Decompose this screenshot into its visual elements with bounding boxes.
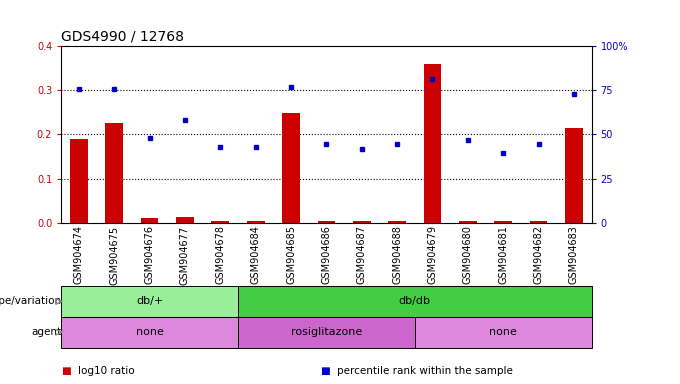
Bar (353, 222, 371, 223)
Text: db/+: db/+ (136, 296, 163, 306)
Bar (565, 128, 583, 223)
Bar (61, 286, 238, 317)
Bar (530, 220, 547, 223)
Text: rosiglitazone: rosiglitazone (291, 327, 362, 337)
Bar (61, 317, 238, 348)
Text: none: none (136, 327, 163, 337)
Bar (247, 220, 265, 223)
Bar (415, 317, 592, 348)
Bar (282, 113, 300, 223)
Text: GDS4990 / 12768: GDS4990 / 12768 (61, 30, 184, 43)
Text: percentile rank within the sample: percentile rank within the sample (337, 366, 513, 376)
Text: log10 ratio: log10 ratio (78, 366, 135, 376)
Text: ■: ■ (320, 366, 329, 376)
Bar (459, 220, 477, 223)
Bar (238, 317, 415, 348)
Bar (424, 64, 441, 223)
Bar (70, 139, 88, 223)
Bar (388, 220, 406, 223)
Bar (318, 221, 335, 223)
Bar (105, 123, 123, 223)
Text: db/db: db/db (398, 296, 431, 306)
Text: agent: agent (31, 327, 61, 337)
Bar (211, 220, 229, 223)
Text: genotype/variation: genotype/variation (0, 296, 61, 306)
Bar (176, 217, 194, 223)
Bar (141, 218, 158, 223)
Bar (494, 221, 512, 223)
Text: none: none (490, 327, 517, 337)
Bar (238, 286, 592, 317)
Text: ■: ■ (61, 366, 71, 376)
